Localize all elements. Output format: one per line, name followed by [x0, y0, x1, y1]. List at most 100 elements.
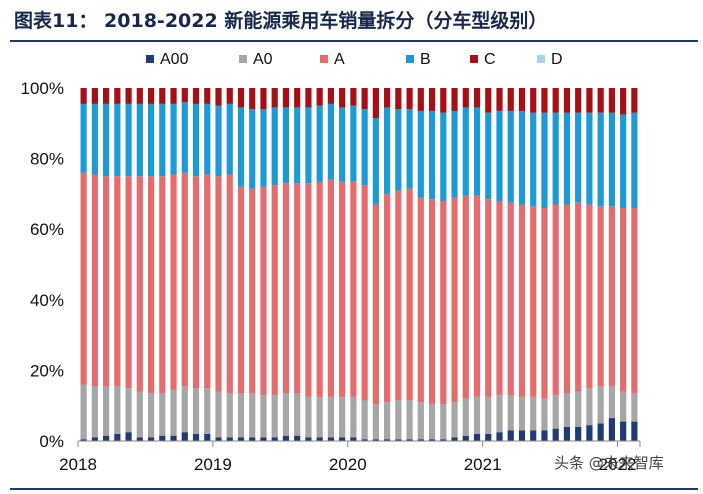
- legend-label-d: D: [551, 51, 563, 68]
- bar-segment-c: [608, 88, 615, 113]
- legend-label-b: B: [420, 51, 431, 68]
- bar-segment-a: [586, 204, 593, 389]
- bar-segment-a0: [226, 393, 233, 438]
- legend-swatch-d: [537, 55, 545, 63]
- legend-swatch-c: [470, 55, 478, 63]
- bar-segment-c: [114, 88, 121, 104]
- legend-label-a: A: [334, 51, 345, 68]
- watermark: 头条 @未来智库: [554, 454, 664, 472]
- bar-segment-a00: [496, 432, 503, 441]
- bar-segment-a0: [384, 402, 391, 440]
- bar-segment-c: [563, 88, 571, 113]
- bar-segment-a0: [473, 396, 481, 434]
- bar-segment-a0: [350, 396, 357, 438]
- bar-segment-a: [249, 188, 256, 394]
- bar-segment-a: [440, 200, 447, 404]
- bar-segment-c: [260, 88, 267, 110]
- bar-segment-c: [192, 88, 200, 104]
- y-tick-label: 80%: [30, 150, 64, 169]
- bar-segment-a00: [204, 433, 211, 441]
- bar-segment-a0: [440, 403, 447, 440]
- bar-segment-a0: [451, 402, 458, 438]
- bar-segment-a0: [507, 395, 514, 431]
- bar-segment-a: [125, 176, 132, 389]
- bar-segment-a00: [147, 437, 155, 441]
- bar-segment-a0: [159, 393, 166, 436]
- bar-segment-a00: [80, 439, 87, 441]
- bar-segment-a0: [339, 396, 346, 438]
- bar-segment-a0: [608, 386, 615, 419]
- bar-segment-a: [294, 183, 301, 394]
- legend-label-a00: A00: [160, 51, 189, 68]
- bar-segment-b: [226, 103, 233, 175]
- bar-segment-a0: [361, 400, 368, 440]
- bar-segment-a0: [80, 384, 87, 440]
- bar-segment-a00: [372, 439, 379, 441]
- bar-segment-c: [451, 88, 458, 111]
- bar-segment-b: [575, 112, 582, 203]
- bar-segment-b: [136, 103, 143, 177]
- bar-segment-b: [462, 107, 469, 196]
- bar-segment-a00: [384, 439, 391, 441]
- bar-segment-c: [361, 88, 368, 110]
- bar-segment-c: [518, 88, 526, 111]
- bar-segment-c: [147, 88, 155, 104]
- bar-segment-a: [406, 188, 413, 401]
- bar-segment-b: [620, 114, 627, 209]
- bar-segment-b: [327, 103, 334, 180]
- bar-segment-a0: [282, 393, 290, 436]
- bar-segment-c: [125, 88, 132, 104]
- bar-segment-a: [237, 186, 245, 394]
- bar-segment-a: [260, 186, 267, 396]
- bar-segment-b: [384, 107, 391, 194]
- bar-segment-a: [91, 174, 98, 387]
- bar-segment-a00: [620, 421, 627, 441]
- bar-segment-c: [428, 88, 436, 111]
- bar-segment-a00: [271, 437, 278, 441]
- bar-segment-a0: [563, 393, 571, 427]
- bar-segment-a: [316, 181, 323, 397]
- y-tick-label: 100%: [21, 79, 64, 98]
- bar-segment-a0: [541, 398, 548, 431]
- bar-segment-a: [147, 176, 155, 394]
- bar-segment-a: [552, 204, 559, 396]
- bar-segment-a00: [518, 430, 526, 441]
- bar-segment-b: [563, 112, 571, 205]
- bar-segment-c: [170, 88, 177, 104]
- bar-segment-c: [91, 88, 98, 104]
- bar-segment-a0: [316, 396, 323, 438]
- bar-segment-a0: [406, 400, 413, 440]
- legend-swatch-a: [320, 55, 328, 63]
- bar-segment-a00: [237, 437, 245, 441]
- bar-segment-b: [125, 103, 132, 177]
- bar-segment-a: [530, 206, 537, 397]
- bar-segment-b: [608, 112, 615, 207]
- bar-segment-a: [597, 206, 604, 387]
- bar-segment-c: [384, 88, 391, 108]
- y-tick-label: 0%: [39, 432, 64, 451]
- bar-segment-a00: [226, 437, 233, 441]
- bar-segment-c: [552, 88, 559, 113]
- bar-segment-a: [372, 204, 379, 404]
- bar-segment-a0: [170, 389, 177, 436]
- bar-segment-b: [451, 110, 458, 198]
- bar-segment-c: [631, 88, 638, 113]
- bar-segment-a0: [597, 386, 604, 424]
- bar-segment-a0: [428, 403, 436, 440]
- bar-segment-a00: [260, 437, 267, 441]
- bar-segment-a0: [249, 393, 256, 438]
- bar-segment-b: [372, 118, 379, 205]
- legend-label-c: C: [484, 51, 496, 68]
- bar-segment-b: [541, 112, 548, 209]
- bar-segment-a00: [597, 423, 604, 441]
- y-tick-label: 40%: [30, 291, 64, 310]
- bar-segment-c: [103, 88, 110, 104]
- x-tick-label: 2022: [599, 455, 637, 474]
- bar-segment-a00: [170, 435, 177, 441]
- bar-segment-a0: [372, 403, 379, 440]
- bar-segment-a00: [586, 425, 593, 441]
- bar-segment-b: [249, 109, 256, 189]
- bar-segment-a0: [305, 396, 312, 438]
- bar-segment-b: [271, 107, 278, 186]
- bar-series: [80, 88, 638, 441]
